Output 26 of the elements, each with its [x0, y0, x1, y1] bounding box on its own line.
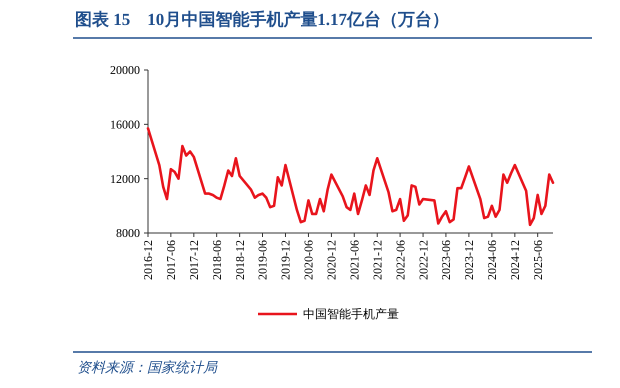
x-tick-label: 2022-12 — [416, 240, 430, 280]
line-series — [146, 127, 554, 226]
x-tick-label: 2022-06 — [393, 240, 408, 280]
y-tick-label: 12000 — [110, 172, 140, 186]
x-tick-label: 2018-06 — [210, 240, 224, 280]
x-tick-label: 2024-06 — [485, 240, 500, 280]
text: 资料来源：国家统计局 — [77, 360, 218, 376]
x-tick-label: 2020-12 — [324, 240, 339, 280]
y-tick-label: 8000 — [116, 226, 140, 240]
y-tick-label: 20000 — [110, 63, 140, 78]
x-tick-label: 2018-12 — [232, 240, 247, 280]
x-tick-label: 2025-06 — [530, 240, 545, 280]
legend-label: 中国智能手机产量 — [303, 307, 399, 322]
x-tick-label: 2023-06 — [439, 240, 454, 280]
x-tick-label: 2017-12 — [187, 240, 202, 280]
x-tick-label: 2017-06 — [164, 240, 178, 280]
x-tick-label: 2019-06 — [256, 240, 270, 280]
x-tick-label: 2020-06 — [302, 240, 316, 280]
x-tick-label: 2019-12 — [278, 240, 293, 280]
x-tick-label: 2021-06 — [347, 240, 362, 280]
x-tick-label: 2016-12 — [141, 240, 156, 280]
chart-title: 图表 15 10月中国智能手机产量1.17亿台（万台） — [75, 10, 449, 29]
x-tick-label: 2023-12 — [462, 240, 476, 280]
y-tick-label: 16000 — [110, 118, 140, 132]
x-tick-label: 2024-12 — [508, 240, 522, 280]
x-tick-label: 2021-12 — [370, 240, 384, 280]
